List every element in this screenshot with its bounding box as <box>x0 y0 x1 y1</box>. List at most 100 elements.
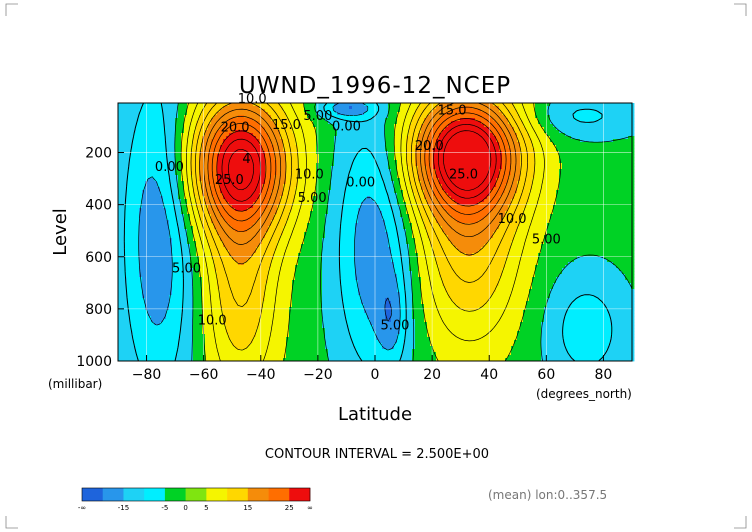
contour-fill-cell <box>184 358 188 362</box>
contour-fill-cell <box>250 139 254 143</box>
contour-fill-cell <box>199 136 203 140</box>
contour-fill-cell <box>208 244 212 248</box>
contour-fill-cell <box>121 196 125 200</box>
contour-fill-cell <box>181 244 185 248</box>
contour-fill-cell <box>154 253 158 257</box>
contour-fill-cell <box>157 262 161 266</box>
contour-fill-cell <box>175 319 179 323</box>
contour-fill-cell <box>208 346 212 350</box>
contour-fill-cell <box>253 274 257 278</box>
contour-fill-cell <box>274 358 278 362</box>
contour-fill-cell <box>121 166 125 170</box>
contour-fill-cell <box>157 325 161 329</box>
contour-fill-cell <box>193 157 197 161</box>
contour-fill-cell <box>130 271 134 275</box>
contour-fill-cell <box>217 256 221 260</box>
contour-fill-cell <box>268 103 272 107</box>
contour-fill-cell <box>235 244 239 248</box>
contour-fill-cell <box>133 319 137 323</box>
contour-fill-cell <box>172 178 176 182</box>
contour-fill-cell <box>289 199 293 203</box>
contour-fill-cell <box>139 292 143 296</box>
contour-fill-cell <box>244 247 248 251</box>
contour-fill-cell <box>121 121 125 125</box>
contour-fill-cell <box>190 244 194 248</box>
contour-fill-cell <box>169 331 173 335</box>
contour-fill-cell <box>181 325 185 329</box>
contour-fill-cell <box>124 175 128 179</box>
contour-fill-cell <box>205 181 209 185</box>
contour-fill-cell <box>118 211 122 215</box>
contour-fill-cell <box>262 256 266 260</box>
contour-fill-cell <box>235 103 239 107</box>
contour-fill-cell <box>148 217 152 221</box>
contour-fill-cell <box>151 208 155 212</box>
contour-fill-cell <box>172 139 176 143</box>
contour-fill-cell <box>148 229 152 233</box>
contour-fill-cell <box>205 301 209 305</box>
contour-fill-cell <box>130 334 134 338</box>
contour-fill-cell <box>193 229 197 233</box>
contour-fill-cell <box>241 295 245 299</box>
contour-fill-cell <box>247 181 251 185</box>
contour-fill-cell <box>208 256 212 260</box>
contour-fill-cell <box>289 169 293 173</box>
contour-fill-cell <box>154 154 158 158</box>
contour-fill-cell <box>226 241 230 245</box>
contour-fill-cell <box>181 247 185 251</box>
contour-fill-cell <box>175 229 179 233</box>
contour-fill-cell <box>139 346 143 350</box>
contour-fill-cell <box>157 181 161 185</box>
contour-fill-cell <box>247 166 251 170</box>
contour-fill-cell <box>151 346 155 350</box>
corner-mark-top-right <box>734 3 747 16</box>
contour-fill-cell <box>271 133 275 137</box>
contour-fill-cell <box>166 316 170 320</box>
contour-fill-cell <box>142 112 146 116</box>
contour-fill-cell <box>286 328 290 332</box>
contour-fill-cell <box>199 259 203 263</box>
contour-fill-cell <box>124 103 128 107</box>
contour-fill-cell <box>211 223 215 227</box>
contour-fill-cell <box>205 277 209 281</box>
contour-fill-cell <box>289 163 293 167</box>
contour-fill-cell <box>250 304 254 308</box>
contour-fill-cell <box>244 283 248 287</box>
contour-fill-cell <box>148 205 152 209</box>
contour-fill-cell <box>235 121 239 125</box>
contour-fill-cell <box>256 304 260 308</box>
contour-fill-cell <box>157 277 161 281</box>
contour-fill-cell <box>223 217 227 221</box>
contour-fill-cell <box>160 274 164 278</box>
contour-fill-cell <box>130 106 134 110</box>
contour-fill-cell <box>187 238 191 242</box>
contour-fill-cell <box>220 181 224 185</box>
contour-fill-cell <box>199 313 203 317</box>
contour-fill-cell <box>253 211 257 215</box>
contour-fill-cell <box>148 148 152 152</box>
contour-fill-cell <box>247 112 251 116</box>
contour-fill-cell <box>235 205 239 209</box>
contour-fill-cell <box>193 118 197 122</box>
contour-fill-cell <box>244 109 248 113</box>
contour-fill-cell <box>244 211 248 215</box>
contour-fill-cell <box>235 109 239 113</box>
contour-fill-cell <box>136 313 140 317</box>
contour-fill-cell <box>163 319 167 323</box>
contour-fill-cell <box>142 205 146 209</box>
contour-fill-cell <box>163 310 167 314</box>
contour-fill-cell <box>223 346 227 350</box>
contour-fill-cell <box>154 328 158 332</box>
contour-fill-cell <box>262 355 266 359</box>
contour-fill-cell <box>121 292 125 296</box>
contour-fill-cell <box>250 328 254 332</box>
contour-fill-cell <box>139 184 143 188</box>
contour-fill-cell <box>118 298 122 302</box>
contour-fill-cell <box>223 193 227 197</box>
contour-fill-cell <box>250 337 254 341</box>
contour-fill-cell <box>175 304 179 308</box>
contour-fill-cell <box>163 349 167 353</box>
contour-fill-cell <box>265 322 269 326</box>
contour-fill-cell <box>148 244 152 248</box>
contour-fill-cell <box>214 313 218 317</box>
